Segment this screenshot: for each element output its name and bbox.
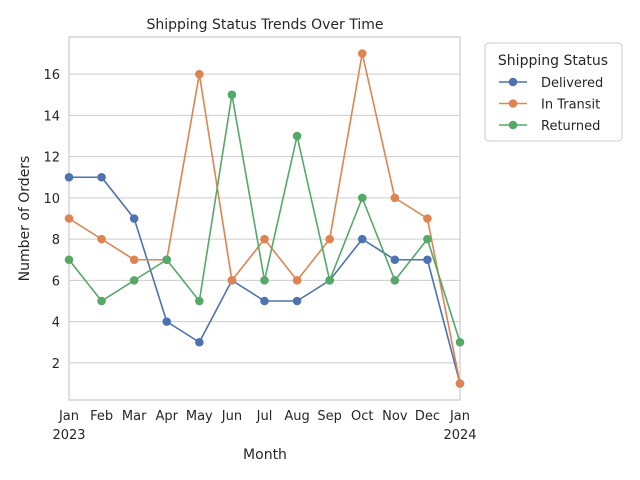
data-point [195, 296, 204, 306]
data-point [455, 337, 465, 347]
x-tick-label: Apr [156, 409, 179, 424]
x-tick-label: Jul [256, 409, 273, 424]
x-tick-label: Jun [221, 409, 242, 424]
data-point [129, 255, 139, 265]
legend-label: Returned [541, 119, 600, 134]
x-tick-label: Jan [449, 409, 470, 424]
data-point [390, 255, 400, 265]
legend-items: Delivered In Transit Returned [499, 76, 603, 134]
data-point [64, 214, 74, 223]
y-tick-label: 4 [52, 316, 60, 331]
data-point [97, 172, 106, 182]
data-point [162, 255, 172, 265]
x-tick-label: Oct [351, 409, 373, 424]
y-axis-ticks: 2 4 6 8 10 12 14 16 [43, 68, 60, 372]
y-tick-label: 2 [52, 357, 60, 372]
data-point [97, 234, 106, 244]
data-point [162, 317, 172, 326]
data-point [292, 131, 302, 141]
data-point [260, 296, 269, 306]
plot-frame [68, 36, 461, 401]
data-point [195, 69, 204, 79]
x-tick-label: Mar [122, 409, 147, 424]
x-tick-label: Jan [58, 409, 79, 424]
data-point [390, 193, 400, 203]
x-tick-label: Sep [317, 409, 342, 424]
data-point [390, 276, 400, 285]
series-layer [64, 49, 465, 388]
legend-label: In Transit [541, 98, 600, 113]
y-tick-label: 14 [43, 109, 60, 124]
y-tick-label: 10 [43, 192, 60, 207]
data-point [129, 276, 139, 285]
y-axis-label: Number of Orders [17, 156, 33, 282]
data-point [455, 379, 465, 388]
data-point [423, 234, 432, 244]
y-tick-label: 6 [52, 274, 60, 289]
chart-title: Shipping Status Trends Over Time [146, 17, 383, 33]
x-tick-label: May [186, 409, 213, 424]
legend-marker [508, 99, 518, 108]
y-tick-label: 8 [52, 233, 60, 248]
series-line [68, 52, 461, 384]
data-point [357, 193, 367, 203]
x-tick-label: Aug [284, 409, 309, 424]
data-point [423, 255, 432, 265]
grid [69, 73, 460, 364]
legend-marker [508, 120, 518, 130]
data-point [64, 255, 74, 265]
x-tick-label: Nov [382, 409, 408, 424]
data-point [129, 214, 139, 223]
data-point [227, 90, 237, 100]
data-point [325, 234, 334, 244]
x-axis-label: Month [243, 447, 287, 463]
x-tick-year-label: 2023 [52, 428, 85, 443]
y-tick-label: 12 [43, 151, 60, 166]
data-point [292, 296, 302, 306]
legend-label: Delivered [541, 76, 603, 91]
x-tick-label: Dec [415, 409, 440, 424]
data-point [260, 234, 269, 244]
data-point [325, 276, 334, 285]
x-tick-label: Feb [90, 409, 113, 424]
data-point [260, 276, 269, 285]
x-axis-ticks: Jan 2023 Feb Mar Apr May Jun Jul Aug Sep Oct Nov Dec… [52, 409, 476, 443]
x-tick-year-label: 2024 [443, 428, 476, 443]
data-point [195, 337, 204, 347]
data-point [292, 276, 302, 285]
data-point [357, 49, 367, 58]
data-point [64, 172, 74, 182]
data-point [97, 296, 106, 306]
data-point [227, 276, 237, 285]
legend-box [484, 42, 623, 142]
series-returned [64, 90, 465, 347]
legend-marker [508, 77, 518, 87]
legend: Shipping Status Delivered In Transit Retur… [484, 42, 623, 142]
legend-title: Shipping Status [498, 53, 608, 69]
series-in-transit [64, 49, 465, 388]
data-point [357, 234, 367, 244]
y-tick-label: 16 [43, 68, 60, 83]
data-point [423, 214, 432, 223]
